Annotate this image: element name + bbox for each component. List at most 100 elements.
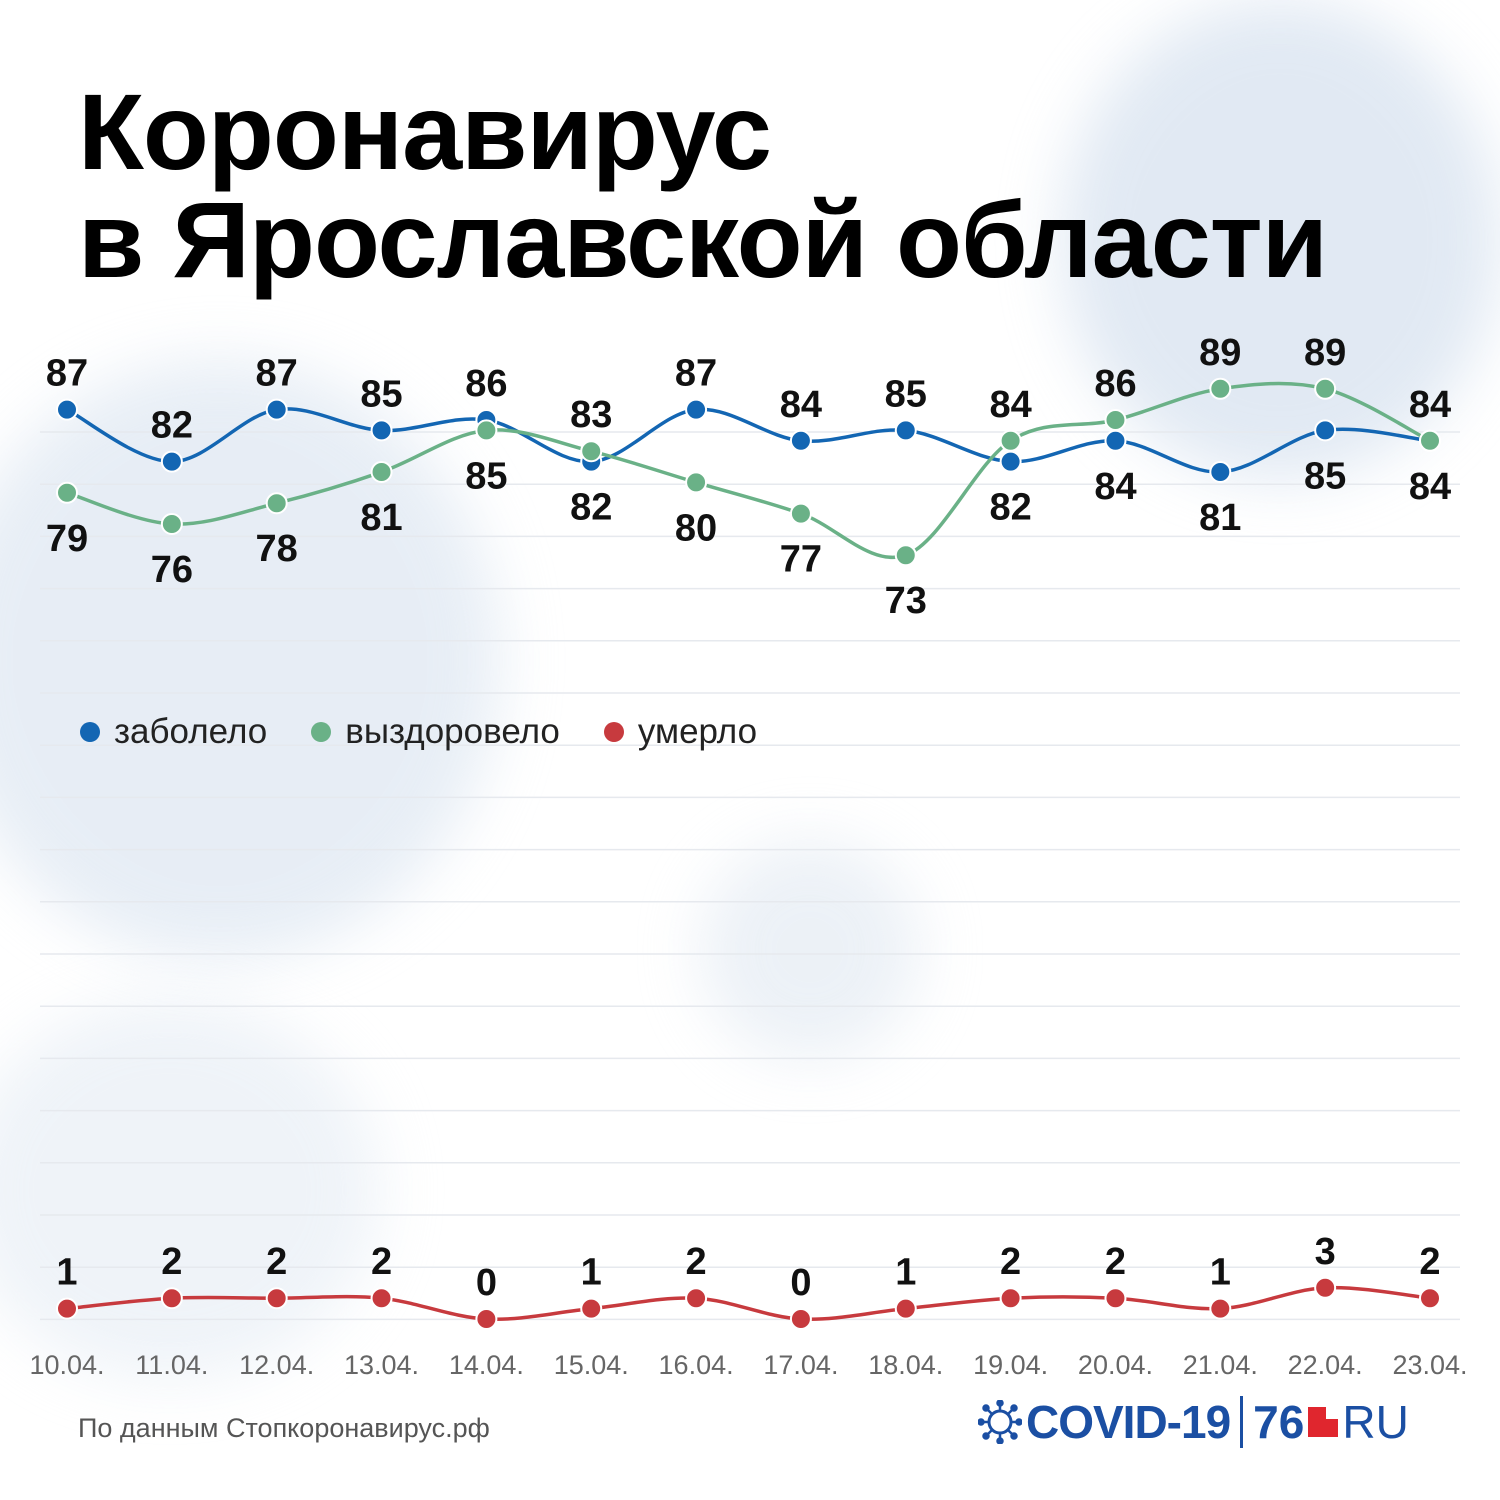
data-point-died (999, 1287, 1022, 1310)
data-label-infected: 86 (465, 363, 507, 405)
virus-icon (978, 1400, 1022, 1444)
x-tick-label: 20.04. (1078, 1350, 1153, 1380)
logo-red-square-icon (1308, 1407, 1339, 1437)
data-label-recovered: 84 (1409, 466, 1451, 508)
data-point-died (265, 1287, 288, 1310)
title-line-1: Коронавирус (78, 71, 772, 192)
data-point-infected (1104, 429, 1127, 452)
data-point-infected (1314, 419, 1337, 442)
data-label-recovered: 89 (1304, 332, 1346, 374)
data-point-recovered (1209, 377, 1232, 400)
legend-dot-died (603, 722, 624, 742)
data-label-died: 2 (371, 1241, 392, 1283)
data-label-recovered: 78 (256, 528, 298, 570)
data-label-died: 2 (686, 1241, 707, 1283)
x-tick-label: 19.04. (973, 1350, 1048, 1380)
data-point-died (56, 1297, 78, 1320)
data-point-recovered (1314, 377, 1337, 400)
data-label-died: 2 (1419, 1241, 1440, 1283)
x-tick-label: 11.04. (135, 1350, 208, 1380)
data-point-died (685, 1287, 708, 1310)
data-label-recovered: 79 (46, 518, 88, 560)
data-label-recovered: 81 (360, 497, 402, 539)
data-point-infected (1209, 461, 1232, 483)
data-label-recovered: 73 (885, 580, 927, 622)
data-label-died: 3 (1315, 1231, 1336, 1273)
data-point-died (894, 1297, 917, 1320)
data-label-died: 2 (266, 1241, 287, 1283)
data-point-recovered (789, 502, 812, 525)
data-label-recovered: 86 (1094, 363, 1136, 405)
data-point-infected (160, 450, 183, 473)
x-tick-label: 17.04. (763, 1350, 838, 1380)
legend-item-died: умерло (603, 712, 757, 752)
background-virus-left (0, 360, 500, 960)
data-label-infected: 82 (151, 405, 193, 447)
data-label-died: 1 (1210, 1252, 1231, 1294)
data-point-died (580, 1297, 603, 1320)
x-tick-label: 18.04. (868, 1350, 943, 1380)
data-point-died (1104, 1287, 1127, 1310)
x-tick-label: 15.04. (554, 1350, 629, 1380)
data-label-died: 0 (476, 1262, 497, 1304)
x-tick-label: 10.04. (29, 1350, 104, 1380)
data-label-recovered: 76 (151, 549, 193, 591)
data-label-died: 2 (161, 1241, 182, 1283)
data-label-died: 1 (56, 1252, 77, 1294)
data-label-infected: 84 (1094, 466, 1136, 508)
data-point-infected (894, 419, 917, 442)
data-point-infected (789, 429, 812, 452)
data-point-recovered (475, 419, 498, 442)
data-point-died (160, 1287, 183, 1310)
background-virus-top-right (1060, 0, 1500, 480)
chart-grid (40, 431, 1460, 1321)
data-label-infected: 81 (1199, 497, 1241, 539)
x-tick-label: 13.04. (344, 1350, 419, 1380)
logo-covid-text: COVID-19 (1026, 1396, 1231, 1448)
chart-x-tick-labels: 10.04. 11.04. 12.04. 13.04. 14.04. 15.04. 16.0… (29, 1350, 1467, 1380)
data-point-died (789, 1308, 812, 1330)
data-label-infected: 85 (360, 373, 402, 415)
data-label-died: 0 (790, 1262, 811, 1304)
data-point-recovered (160, 513, 183, 535)
data-point-recovered (56, 481, 78, 504)
data-point-recovered (999, 429, 1022, 452)
x-tick-label: 14.04. (449, 1350, 524, 1380)
legend-dot-infected (80, 722, 100, 742)
data-point-died (475, 1308, 498, 1330)
data-label-infected: 87 (256, 353, 298, 395)
data-point-died (370, 1287, 393, 1310)
series-line-recovered (66, 381, 1431, 559)
x-tick-label: 12.04. (239, 1350, 314, 1380)
data-label-died: 1 (581, 1252, 602, 1294)
x-tick-label: 16.04. (659, 1350, 734, 1380)
background-virus-center (700, 840, 920, 1060)
data-point-died (1314, 1276, 1337, 1299)
logo-separator (1240, 1396, 1244, 1448)
page-title: Коронавирус в Ярославской области (78, 71, 1328, 300)
data-label-died: 2 (1000, 1241, 1021, 1283)
logo-region-number: 76 (1253, 1396, 1305, 1448)
data-label-infected: 85 (885, 373, 927, 415)
chart-points (56, 377, 1441, 1330)
data-label-recovered: 89 (1199, 332, 1241, 374)
legend-dot-recovered (311, 722, 332, 742)
data-point-recovered (894, 544, 917, 567)
x-tick-label: 22.04. (1288, 1350, 1363, 1380)
data-point-recovered (265, 492, 288, 515)
data-point-recovered (370, 461, 393, 483)
data-label-recovered: 77 (780, 539, 822, 581)
data-label-died: 2 (1105, 1241, 1126, 1283)
data-label-died: 1 (895, 1252, 916, 1294)
data-label-recovered: 85 (465, 455, 507, 497)
data-point-recovered (580, 440, 603, 463)
legend-item-recovered: выздоровело (311, 712, 560, 752)
logo-ru-text: RU (1342, 1396, 1409, 1448)
title-line-2: в Ярославской области (78, 179, 1328, 300)
series-line-died (66, 1285, 1431, 1321)
data-point-recovered (685, 471, 708, 494)
data-label-infected: 87 (675, 353, 717, 395)
data-point-infected (56, 398, 78, 421)
data-source-note: По данным Стопкоронавирус.рф (78, 1413, 490, 1443)
